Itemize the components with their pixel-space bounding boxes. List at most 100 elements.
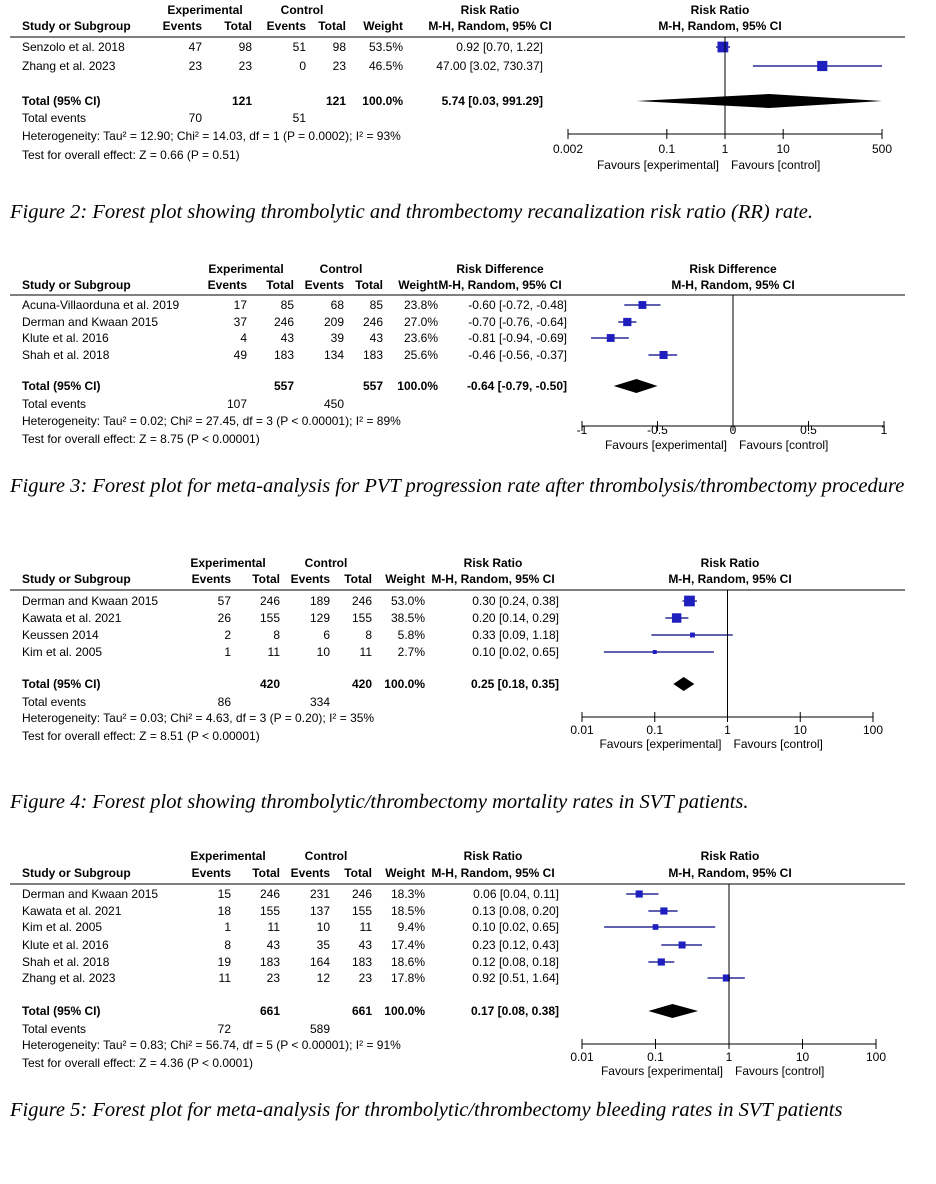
exp-total-value: 85	[281, 298, 295, 312]
total-ctl-value: 661	[352, 1004, 372, 1018]
effect-header-method: M-H, Random, 95% CI	[431, 572, 554, 586]
heterogeneity-text: Heterogeneity: Tau² = 12.90; Chi² = 14.0…	[22, 129, 401, 143]
ci-value: 0.23 [0.12, 0.43]	[472, 938, 559, 952]
x-axis-tick-label: 0.1	[658, 142, 675, 156]
weight-header: Weight	[385, 866, 425, 880]
study-name: Derman and Kwaan 2015	[22, 315, 158, 329]
ctl-total-value: 183	[363, 348, 383, 362]
x-axis-tick-label: 0.5	[800, 423, 817, 437]
total-events-ctl: 51	[293, 111, 307, 125]
ci-value: -0.60 [-0.72, -0.48]	[468, 298, 567, 312]
ctl-total-value: 155	[352, 904, 372, 918]
exp-events-value: 37	[234, 315, 248, 329]
ci-value: 0.20 [0.14, 0.29]	[472, 611, 559, 625]
effect-header-method: M-H, Random, 95% CI	[431, 866, 554, 880]
favours-control-label: Favours [control]	[735, 1064, 824, 1078]
ctl-total-header: Total	[355, 278, 383, 292]
group-header-experimental: Experimental	[190, 849, 265, 863]
ctl-events-header: Events	[305, 278, 345, 292]
ctl-total-header: Total	[344, 572, 372, 586]
ctl-total-value: 11	[360, 645, 373, 659]
ci-value: 0.10 [0.02, 0.65]	[472, 920, 559, 934]
weight-value: 2.7%	[398, 645, 426, 659]
study-name: Shah et al. 2018	[22, 955, 110, 969]
ctl-total-value: 246	[363, 315, 383, 329]
study-name: Kawata et al. 2021	[22, 611, 122, 625]
study-estimate-marker	[817, 60, 828, 72]
weight-value: 23.8%	[404, 298, 438, 312]
x-axis-tick-label: 0.1	[647, 1050, 664, 1064]
study-name: Keussen 2014	[22, 628, 99, 642]
ctl-events-value: 231	[310, 887, 330, 901]
plot-header-method: M-H, Random, 95% CI	[658, 19, 781, 33]
exp-total-value: 155	[260, 611, 280, 625]
total-label: Total (95% CI)	[22, 677, 100, 691]
ctl-events-value: 134	[324, 348, 344, 362]
ctl-total-value: 43	[359, 938, 373, 952]
figure-3-caption: Figure 3: Forest plot for meta-analysis …	[10, 475, 905, 497]
exp-total-value: 11	[268, 645, 281, 659]
weight-value: 5.8%	[398, 628, 426, 642]
study-name: Kim et al. 2005	[22, 645, 102, 659]
ctl-total-value: 183	[352, 955, 372, 969]
ci-value: 0.92 [0.51, 1.64]	[472, 971, 559, 985]
plot-header-title: Risk Difference	[689, 262, 777, 276]
exp-events-value: 18	[218, 904, 232, 918]
x-axis-tick-label: 10	[796, 1050, 810, 1064]
ctl-total-header: Total	[344, 866, 372, 880]
x-axis-tick-label: 0.1	[646, 723, 663, 737]
favours-control-label: Favours [control]	[739, 438, 828, 452]
study-name: Kawata et al. 2021	[22, 904, 122, 918]
total-events-exp: 70	[189, 111, 203, 125]
ctl-total-value: 246	[352, 887, 372, 901]
favours-experimental-label: Favours [experimental]	[601, 1064, 723, 1078]
group-header-control: Control	[305, 556, 348, 570]
exp-events-value: 1	[224, 920, 231, 934]
pooled-estimate-diamond	[636, 94, 882, 108]
study-estimate-marker	[717, 41, 729, 53]
ci-value: 0.06 [0.04, 0.11]	[473, 887, 559, 901]
exp-events-header: Events	[192, 572, 232, 586]
exp-events-value: 8	[224, 938, 231, 952]
exp-events-value: 11	[219, 971, 232, 985]
favours-experimental-label: Favours [experimental]	[599, 737, 721, 751]
favours-experimental-label: Favours [experimental]	[605, 438, 727, 452]
ctl-events-value: 129	[310, 611, 330, 625]
exp-total-value: 246	[274, 315, 294, 329]
x-axis-tick-label: 0	[730, 423, 737, 437]
study-estimate-marker	[652, 650, 657, 654]
weight-value: 46.5%	[369, 59, 403, 73]
ctl-events-header: Events	[267, 19, 307, 33]
exp-total-value: 246	[260, 887, 280, 901]
effect-header-title: Risk Ratio	[461, 3, 520, 17]
study-estimate-marker	[660, 907, 668, 915]
study-name: Senzolo et al. 2018	[22, 40, 125, 54]
exp-total-header: Total	[252, 572, 280, 586]
group-header-experimental: Experimental	[167, 3, 242, 17]
favours-control-label: Favours [control]	[734, 737, 823, 751]
overall-effect-text: Test for overall effect: Z = 0.66 (P = 0…	[22, 148, 240, 162]
total-weight-value: 100.0%	[384, 1004, 425, 1018]
study-column-header: Study or Subgroup	[22, 866, 131, 880]
exp-total-value: 98	[239, 40, 253, 54]
total-events-label: Total events	[22, 1022, 86, 1036]
total-exp-value: 121	[232, 94, 252, 108]
total-events-exp: 86	[218, 695, 232, 709]
ctl-events-value: 137	[310, 904, 330, 918]
ctl-total-value: 11	[360, 920, 373, 934]
ctl-events-value: 189	[310, 594, 330, 608]
study-column-header: Study or Subgroup	[22, 572, 131, 586]
exp-total-value: 8	[273, 628, 280, 642]
ctl-events-value: 10	[317, 645, 331, 659]
effect-header-title: Risk Ratio	[464, 556, 523, 570]
ctl-events-value: 0	[299, 59, 306, 73]
weight-value: 17.4%	[391, 938, 425, 952]
exp-total-value: 11	[268, 920, 281, 934]
figure-5-caption: Figure 5: Forest plot for meta-analysis …	[10, 1099, 843, 1121]
study-estimate-marker	[638, 301, 647, 309]
total-exp-value: 557	[274, 379, 294, 393]
weight-value: 38.5%	[391, 611, 425, 625]
x-axis-tick-label: 0.01	[570, 723, 594, 737]
ci-value: 0.10 [0.02, 0.65]	[472, 645, 559, 659]
exp-total-value: 155	[260, 904, 280, 918]
